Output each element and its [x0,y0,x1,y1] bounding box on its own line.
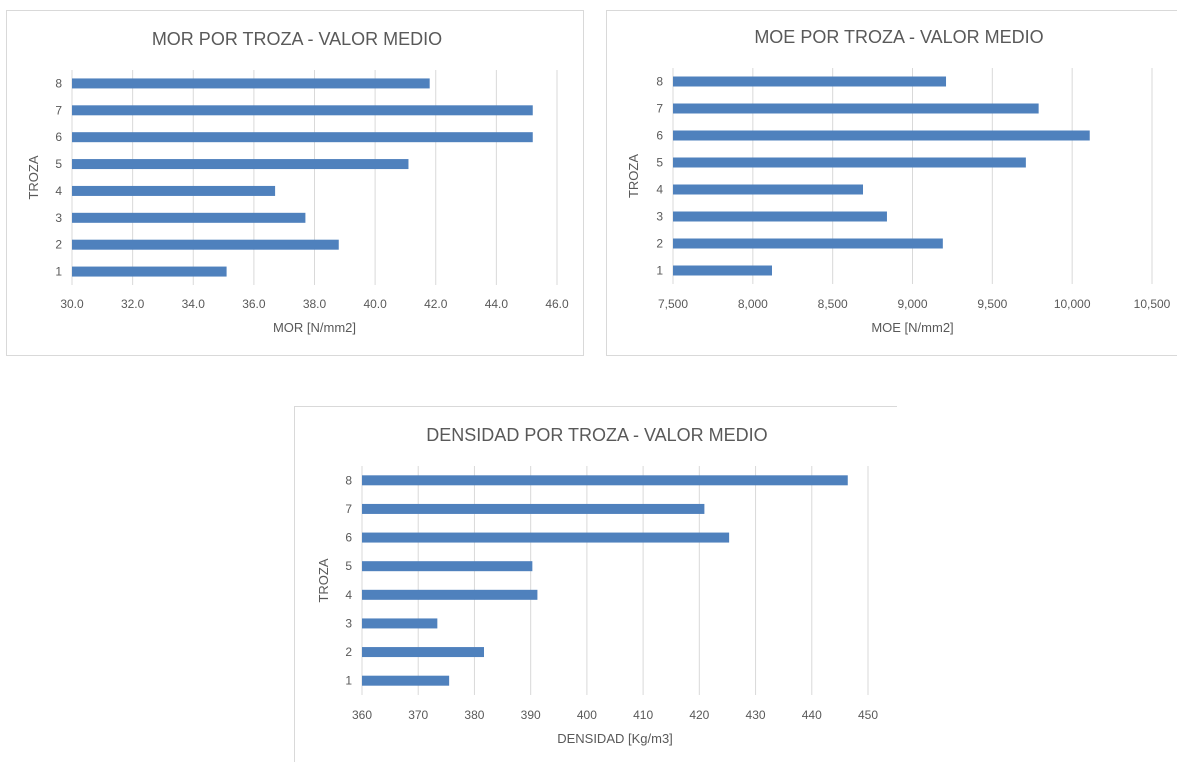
moe-y-tick-label: 6 [656,129,663,143]
densidad-y-tick-label: 1 [345,674,352,688]
densidad-y-tick-label: 5 [345,559,352,573]
mor-y-tick-label: 5 [55,157,62,171]
mor-x-tick-label: 38.0 [303,297,327,311]
mor-y-tick-label: 3 [55,211,62,225]
densidad-bar-troza-7 [362,503,705,514]
mor-bar-troza-5 [72,159,409,170]
mor-x-tick-label: 46.0 [545,297,569,311]
moe-x-tick-label: 7,500 [658,297,688,311]
mor-bar-troza-8 [72,78,430,89]
moe-bar-troza-3 [673,211,887,222]
moe-chart-panel: MOE POR TROZA - VALOR MEDIO 7,500 8,000 8,5… [606,10,1177,356]
moe-bar-troza-7 [673,103,1039,114]
moe-bar-troza-1 [673,265,772,276]
mor-y-tick-label: 4 [55,184,62,198]
moe-x-tick-label: 10,500 [1134,297,1171,311]
moe-x-tick-label: 10,000 [1054,297,1091,311]
mor-chart-panel: MOR POR TROZA - VALOR MEDIO 30.0 32.0 34.0 3… [6,10,584,356]
moe-y-tick-label: 7 [656,102,663,116]
moe-bar-troza-2 [673,238,943,249]
densidad-x-tick-label: 370 [408,708,428,722]
mor-chart-title: MOR POR TROZA - VALOR MEDIO [152,29,442,49]
mor-x-tick-label: 30.0 [60,297,84,311]
densidad-bar-troza-4 [362,589,538,600]
mor-y-tick-label: 6 [55,130,62,144]
moe-x-tick-label: 8,000 [738,297,768,311]
densidad-x-tick-label: 400 [577,708,597,722]
mor-x-tick-label: 36.0 [242,297,266,311]
mor-x-axis-title: MOR [N/mm2] [273,320,356,335]
densidad-bar-troza-2 [362,647,485,658]
densidad-bar-troza-1 [362,675,450,686]
densidad-y-tick-label: 4 [345,588,352,602]
mor-y-tick-label: 2 [55,238,62,252]
moe-bar-troza-4 [673,184,864,195]
moe-x-tick-label: 9,000 [897,297,927,311]
mor-x-tick-label: 32.0 [121,297,145,311]
densidad-y-tick-label: 8 [345,473,352,487]
mor-y-tick-label: 1 [55,265,62,279]
mor-bar-troza-3 [72,212,306,223]
mor-bar-troza-7 [72,105,533,116]
mor-x-tick-label: 42.0 [424,297,448,311]
densidad-bar-troza-3 [362,618,438,629]
densidad-x-tick-label: 430 [746,708,766,722]
densidad-x-tick-label: 420 [689,708,709,722]
mor-chart: MOR POR TROZA - VALOR MEDIO 30.0 32.0 34.0 3… [26,29,569,335]
moe-y-tick-label: 3 [656,210,663,224]
densidad-chart-title: DENSIDAD POR TROZA - VALOR MEDIO [426,425,767,445]
densidad-chart-panel: DENSIDAD POR TROZA - VALOR MEDIO 360 370 38… [294,406,897,762]
densidad-bar-troza-5 [362,561,533,572]
densidad-y-tick-label: 2 [345,645,352,659]
moe-bar-troza-5 [673,157,1026,168]
moe-y-tick-label: 2 [656,237,663,251]
densidad-y-tick-label: 6 [345,531,352,545]
densidad-x-tick-label: 410 [633,708,653,722]
mor-y-axis-title: TROZA [26,155,41,199]
mor-bar-troza-4 [72,185,276,196]
densidad-y-axis-title: TROZA [316,558,331,602]
mor-x-tick-label: 40.0 [363,297,387,311]
mor-bar-troza-6 [72,132,533,143]
moe-y-tick-label: 4 [656,183,663,197]
mor-y-tick-label: 8 [55,76,62,90]
densidad-x-tick-label: 390 [521,708,541,722]
moe-bar-troza-6 [673,130,1090,141]
moe-chart: MOE POR TROZA - VALOR MEDIO 7,500 8,000 8,5… [626,27,1171,335]
moe-bar-troza-8 [673,76,947,87]
moe-x-tick-label: 9,500 [977,297,1007,311]
densidad-x-axis-title: DENSIDAD [Kg/m3] [557,731,673,746]
mor-y-tick-label: 7 [55,103,62,117]
mor-bar-troza-1 [72,266,227,277]
moe-y-tick-label: 8 [656,75,663,89]
mor-x-tick-label: 34.0 [182,297,206,311]
moe-y-tick-label: 1 [656,264,663,278]
moe-y-axis-title: TROZA [626,154,641,198]
mor-x-tick-label: 44.0 [485,297,509,311]
moe-x-axis-title: MOE [N/mm2] [871,320,953,335]
densidad-x-tick-label: 440 [802,708,822,722]
moe-chart-title: MOE POR TROZA - VALOR MEDIO [754,27,1043,47]
densidad-bar-troza-8 [362,475,848,486]
moe-y-tick-label: 5 [656,156,663,170]
densidad-x-tick-label: 380 [464,708,484,722]
mor-bar-troza-2 [72,239,339,250]
densidad-x-tick-label: 450 [858,708,878,722]
densidad-y-tick-label: 7 [345,502,352,516]
densidad-bar-troza-6 [362,532,730,543]
moe-x-tick-label: 8,500 [818,297,848,311]
densidad-y-tick-label: 3 [345,616,352,630]
densidad-x-tick-label: 360 [352,708,372,722]
